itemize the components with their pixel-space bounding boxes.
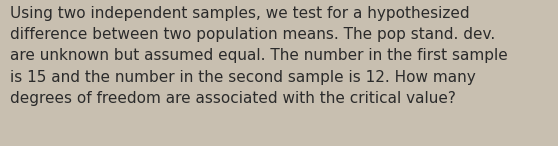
Text: Using two independent samples, we test for a hypothesized
difference between two: Using two independent samples, we test f…: [10, 6, 508, 106]
